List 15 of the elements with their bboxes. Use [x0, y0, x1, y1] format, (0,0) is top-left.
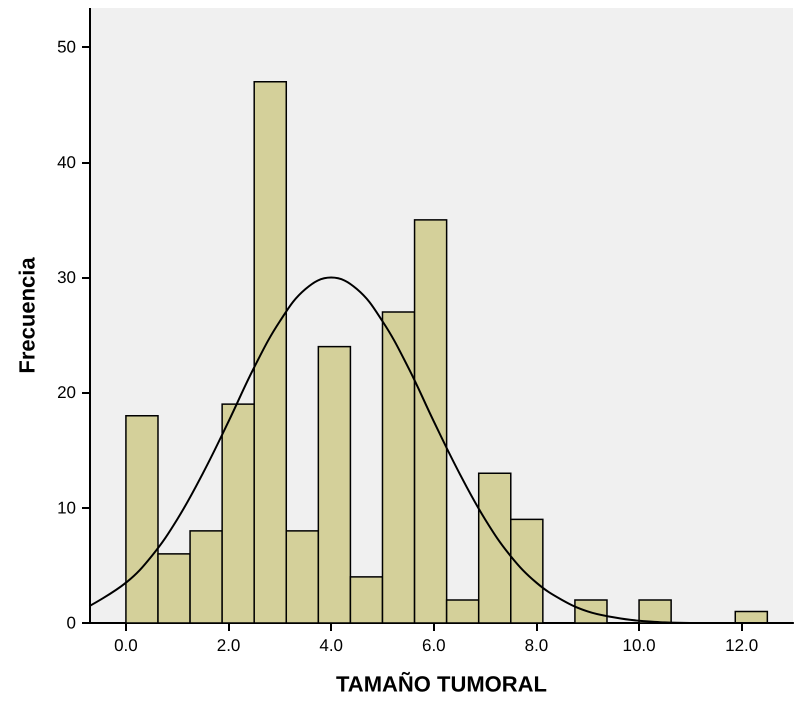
y-tick-label: 20: [57, 383, 76, 402]
x-tick-label: 6.0: [422, 636, 446, 655]
y-tick-label: 30: [57, 268, 76, 287]
x-tick-label: 4.0: [319, 636, 343, 655]
x-axis-title: TAMAÑO TUMORAL: [336, 672, 547, 696]
y-axis-title: Frecuencia: [14, 256, 40, 374]
x-tick-label: 2.0: [216, 636, 240, 655]
y-tick-label: 0: [66, 614, 76, 632]
y-tick-label: 50: [57, 38, 76, 57]
x-tick-label: 8.0: [524, 636, 548, 655]
x-tick-label: 0.0: [114, 636, 138, 655]
y-tick-label: 10: [57, 498, 76, 518]
x-tick-label: 12.0: [725, 636, 758, 655]
y-tick-label: 40: [57, 152, 76, 172]
x-tick-label: 10.0: [622, 636, 656, 655]
